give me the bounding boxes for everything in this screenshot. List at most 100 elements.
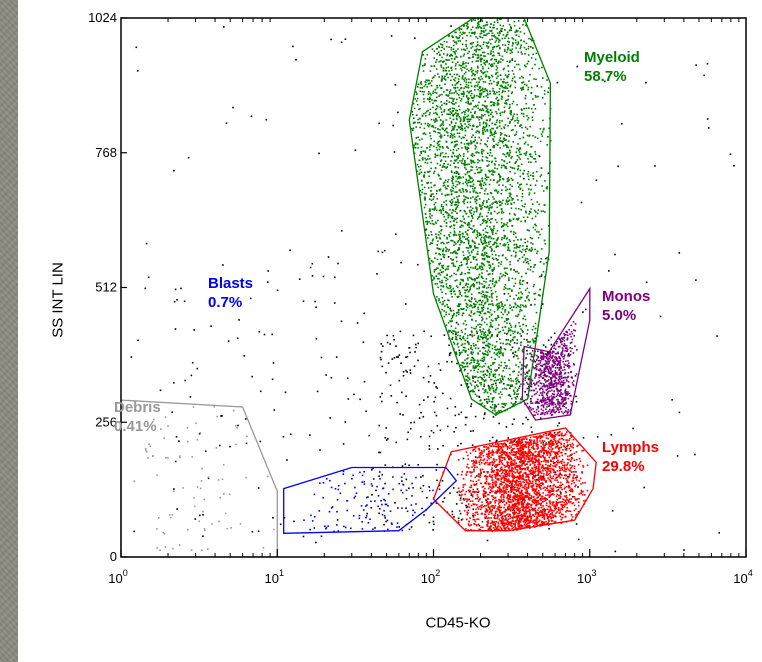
- event-dot: [486, 92, 489, 95]
- event-dot: [497, 237, 499, 240]
- event-dot: [470, 28, 473, 31]
- event-dot: [480, 205, 482, 207]
- event-dot: [451, 259, 454, 261]
- event-dot: [470, 285, 473, 287]
- event-dot: [519, 325, 521, 327]
- event-dot: [470, 347, 472, 349]
- event-dot: [500, 380, 502, 382]
- event-dot: [498, 331, 500, 334]
- event-dot: [475, 36, 477, 38]
- event-dot: [467, 97, 469, 99]
- event-dot: [484, 24, 486, 27]
- event-dot: [493, 267, 495, 269]
- event-dot: [471, 180, 474, 183]
- event-dot: [496, 91, 498, 94]
- event-dot: [505, 87, 507, 89]
- event-dot: [443, 234, 446, 237]
- event-dot: [489, 38, 491, 41]
- event-dot: [472, 116, 475, 119]
- event-dot: [519, 31, 522, 33]
- event-dot: [449, 252, 452, 254]
- event-dot: [471, 331, 473, 334]
- event-dot: [456, 362, 458, 365]
- event-dot: [451, 212, 453, 214]
- event-dot: [484, 76, 487, 78]
- event-dot: [475, 210, 478, 213]
- event-dot: [520, 238, 522, 241]
- event-dot: [470, 261, 472, 264]
- event-dot: [503, 160, 506, 163]
- event-dot: [490, 401, 493, 403]
- event-dot: [526, 173, 529, 175]
- event-dot: [497, 307, 500, 310]
- event-dot: [504, 90, 506, 93]
- event-dot: [565, 379, 568, 381]
- event-dot: [495, 98, 497, 100]
- event-dot: [516, 377, 518, 379]
- event-dot: [491, 303, 494, 305]
- event-dot: [449, 275, 451, 278]
- event-dot: [452, 135, 454, 137]
- event-dot: [450, 25, 452, 27]
- event-dot: [465, 289, 467, 292]
- event-dot: [515, 243, 518, 246]
- event-dot: [511, 167, 514, 169]
- event-dot: [471, 116, 473, 118]
- event-dot: [438, 76, 440, 78]
- event-dot: [450, 79, 452, 82]
- event-dot: [477, 180, 479, 182]
- event-dot: [484, 242, 487, 244]
- event-dot: [478, 23, 480, 26]
- event-dot: [480, 403, 483, 405]
- event-dot: [434, 156, 437, 158]
- event-dot: [485, 95, 488, 97]
- event-dot: [438, 362, 440, 365]
- event-dot: [430, 161, 432, 164]
- event-dot: [521, 256, 524, 258]
- event-dot: [471, 353, 473, 355]
- event-dot: [284, 391, 287, 394]
- event-dot: [543, 363, 546, 366]
- event-dot: [450, 331, 453, 334]
- event-dot: [436, 189, 438, 192]
- event-dot: [414, 351, 416, 353]
- event-dot: [468, 223, 471, 226]
- event-dot: [510, 487, 512, 489]
- event-dot: [485, 379, 487, 381]
- event-dot: [487, 334, 489, 336]
- event-dot: [522, 23, 524, 26]
- event-dot: [549, 387, 551, 389]
- event-dot: [500, 133, 503, 135]
- event-dot: [463, 337, 465, 340]
- event-dot: [494, 201, 496, 203]
- event-dot: [476, 359, 479, 362]
- event-dot: [502, 329, 504, 332]
- event-dot: [441, 145, 444, 148]
- event-dot: [507, 70, 510, 73]
- event-dot: [562, 379, 565, 382]
- event-dot: [311, 262, 314, 265]
- event-dot: [476, 263, 478, 266]
- event-dot: [484, 251, 486, 254]
- event-dot: [516, 395, 519, 398]
- event-dot: [498, 393, 500, 395]
- event-dot: [543, 127, 545, 130]
- event-dot: [473, 229, 475, 232]
- event-dot: [483, 90, 486, 93]
- event-dot: [502, 81, 504, 84]
- event-dot: [542, 270, 545, 273]
- event-dot: [400, 261, 402, 264]
- event-dot: [478, 291, 480, 294]
- event-dot: [452, 209, 454, 212]
- event-dot: [491, 280, 494, 282]
- event-dot: [532, 111, 534, 114]
- event-dot: [471, 356, 474, 359]
- event-dot: [511, 57, 514, 60]
- event-dot: [450, 190, 453, 193]
- event-dot: [470, 250, 473, 253]
- event-dot: [683, 549, 685, 551]
- event-dot: [530, 38, 532, 41]
- event-dot: [487, 298, 489, 301]
- event-dot: [469, 334, 471, 336]
- event-dot: [524, 318, 527, 321]
